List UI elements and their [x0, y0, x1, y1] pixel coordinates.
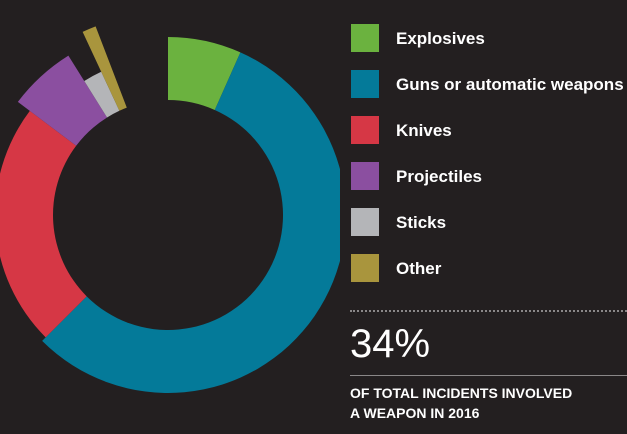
donut-slice-projectiles: [17, 55, 108, 146]
stat-value: 34%: [350, 322, 431, 366]
donut-slice-sticks: [84, 71, 120, 118]
donut-slice-guns: [42, 52, 340, 393]
donut-slice-other: [82, 26, 127, 111]
dotted-divider: [350, 310, 627, 312]
legend-label-sticks: Sticks: [396, 213, 447, 232]
legend-label-other: Other: [396, 259, 442, 278]
legend-swatch-knives: [351, 116, 379, 144]
stat-caption: OF TOTAL INCIDENTS INVOLVED A WEAPON IN …: [350, 383, 627, 423]
legend-label-knives: Knives: [396, 121, 452, 140]
donut-chart: [0, 26, 340, 393]
stat-caption-line-2: A WEAPON IN 2016: [350, 405, 480, 421]
legend-swatch-explosives: [351, 24, 379, 52]
legend-label-guns: Guns or automatic weapons: [396, 75, 624, 94]
donut-slice-explosives: [168, 37, 241, 110]
stat-caption-line-1: OF TOTAL INCIDENTS INVOLVED: [350, 385, 573, 401]
legend-swatch-sticks: [351, 208, 379, 236]
legend-label-explosives: Explosives: [396, 29, 485, 48]
legend-swatch-projectiles: [351, 162, 379, 190]
legend-label-projectiles: Projectiles: [396, 167, 482, 186]
legend-swatch-guns: [351, 70, 379, 98]
donut-slice-knives: [0, 110, 87, 338]
stat-rule: [350, 375, 627, 376]
legend-swatch-other: [351, 254, 379, 282]
